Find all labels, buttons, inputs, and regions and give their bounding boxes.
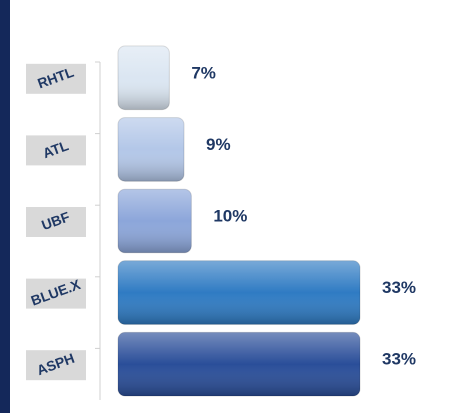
- category-box: [26, 207, 86, 237]
- bar-shine: [118, 332, 360, 396]
- bar-group: [117, 117, 185, 182]
- side-strip: [0, 0, 10, 413]
- category-box: [26, 63, 86, 94]
- bar-group: [117, 331, 361, 397]
- bar-shine: [118, 117, 184, 182]
- category-box: [26, 350, 86, 381]
- value-label: 10%: [213, 206, 247, 225]
- bar-shine: [118, 189, 192, 253]
- value-label: 33%: [382, 278, 416, 297]
- category-box: [26, 135, 86, 166]
- bar-group: [117, 45, 170, 111]
- bar-shine: [118, 260, 360, 325]
- category-box: [26, 278, 86, 309]
- bar-shine: [118, 46, 170, 110]
- value-label: 7%: [191, 63, 216, 82]
- bar-group: [117, 260, 361, 325]
- bar-group: [117, 188, 192, 254]
- value-label: 33%: [382, 350, 416, 369]
- value-label: 9%: [206, 135, 231, 154]
